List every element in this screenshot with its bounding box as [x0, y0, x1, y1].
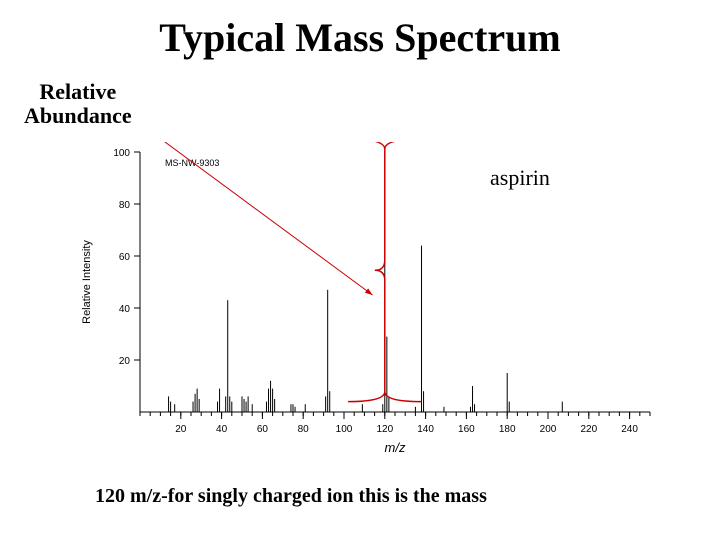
svg-text:120: 120	[376, 424, 393, 435]
caption: 120 m/z-for singly charged ion this is t…	[95, 485, 487, 508]
svg-text:140: 140	[417, 424, 434, 435]
svg-text:200: 200	[540, 424, 557, 435]
svg-text:220: 220	[580, 424, 597, 435]
svg-text:80: 80	[298, 424, 310, 435]
svg-text:40: 40	[119, 304, 131, 315]
svg-text:160: 160	[458, 424, 475, 435]
svg-text:MS-NW-9303: MS-NW-9303	[165, 158, 219, 168]
svg-text:100: 100	[113, 148, 130, 159]
svg-text:60: 60	[257, 424, 269, 435]
svg-text:180: 180	[499, 424, 516, 435]
mass-spectrum-chart: 20 40 60 80 100 20 40 60 80 100 120 140 160 180 200 220…	[55, 142, 665, 472]
svg-text:20: 20	[119, 356, 131, 367]
svg-text:m/z: m/z	[385, 440, 406, 455]
page-title: Typical Mass Spectrum	[0, 14, 720, 61]
svg-text:Relative Intensity: Relative Intensity	[81, 240, 93, 324]
svg-text:20: 20	[175, 424, 187, 435]
svg-text:240: 240	[621, 424, 638, 435]
outer-y-label: RelativeAbundance	[24, 80, 132, 128]
svg-text:80: 80	[119, 200, 131, 211]
svg-text:100: 100	[336, 424, 353, 435]
svg-text:40: 40	[216, 424, 228, 435]
svg-text:60: 60	[119, 252, 131, 263]
